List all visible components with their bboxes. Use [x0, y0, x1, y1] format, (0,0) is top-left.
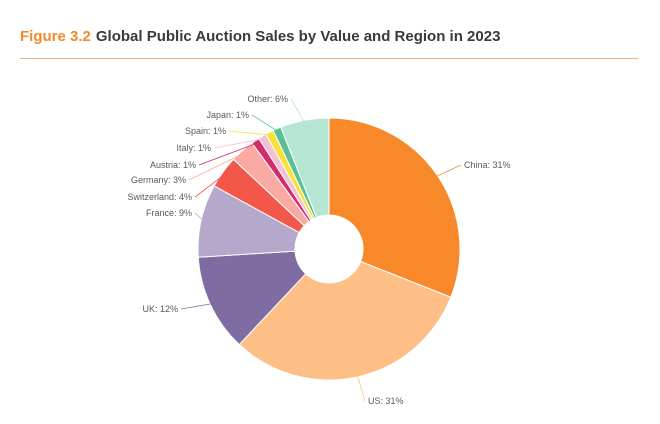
leader-line-germany	[188, 152, 245, 181]
leader-line-spain	[228, 130, 271, 136]
slice-label-spain: Spain: 1%	[185, 126, 226, 136]
slice-us	[238, 260, 452, 381]
slice-label-other: Other: 6%	[247, 94, 288, 104]
slice-label-china: China: 31%	[464, 160, 511, 170]
slice-other	[280, 117, 330, 219]
slice-uk	[197, 250, 307, 346]
figure-title: Global Public Auction Sales by Value and…	[95, 28, 501, 45]
leader-line-italy	[213, 138, 264, 149]
figure-number: Figure 3.2	[20, 28, 91, 45]
slice-label-us: US: 31%	[368, 396, 404, 406]
slice-china	[328, 117, 461, 298]
leader-line-france	[194, 212, 205, 222]
slice-label-switzerland: Switzerland: 4%	[127, 192, 192, 202]
leader-line-china	[434, 164, 462, 178]
leader-line-austria	[198, 142, 258, 166]
slice-label-japan: Japan: 1%	[206, 110, 249, 120]
slice-label-italy: Italy: 1%	[176, 143, 211, 153]
slice-label-austria: Austria: 1%	[150, 160, 196, 170]
leader-line-us	[356, 373, 366, 402]
leader-line-other	[290, 98, 306, 124]
chart-title: Figure 3.2 Global Public Auction Sales by…	[20, 28, 638, 45]
slice-label-france: France: 9%	[146, 208, 192, 218]
leader-line-switzerland	[194, 173, 226, 198]
leader-line-uk	[180, 303, 214, 310]
slice-label-uk: UK: 12%	[142, 304, 178, 314]
slice-label-germany: Germany: 3%	[131, 175, 186, 185]
title-divider	[20, 58, 638, 59]
leader-line-japan	[251, 114, 279, 132]
